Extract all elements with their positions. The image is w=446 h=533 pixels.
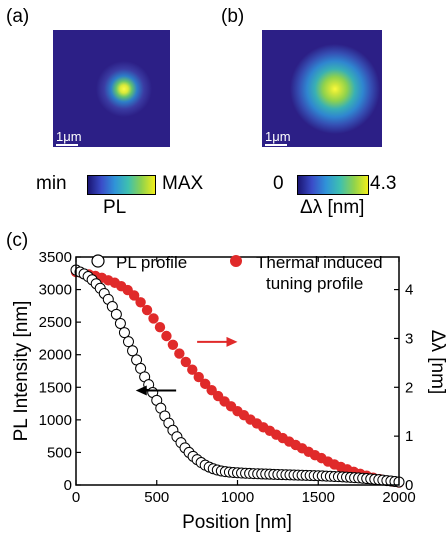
thermal-point	[200, 378, 211, 390]
panel-b-colorbar-max: 4.3	[370, 173, 397, 194]
y-tick-label: 500	[47, 444, 72, 461]
y2-tick-label: 2	[405, 379, 413, 396]
pl-point	[114, 317, 126, 329]
y2-tick-label: 0	[405, 477, 413, 494]
pl-point	[118, 327, 130, 339]
y-tick-label: 3000	[39, 282, 72, 299]
pl-map-image: 1μm	[53, 30, 170, 147]
pl-point	[110, 308, 122, 320]
panel-b-colorbar-min: 0	[273, 173, 284, 194]
panel-a-colorbar-title: PL	[103, 197, 127, 218]
panel-b-colorbar	[297, 175, 369, 195]
panel-b-label: (b)	[221, 6, 245, 27]
thermal-point	[128, 290, 140, 301]
thermal-point	[174, 348, 185, 359]
x-tick-label: 2000	[382, 489, 415, 506]
panel-b-colorbar-title: Δλ [nm]	[300, 197, 365, 218]
legend-marker-pl	[91, 254, 105, 268]
tuning-map-image: 1μm	[262, 30, 382, 147]
panel-b-scalebar	[265, 144, 287, 146]
thermal-point	[135, 297, 146, 308]
legend-label-thermal-line1: Thermal induced	[256, 253, 383, 272]
thermal-point	[187, 364, 198, 375]
panel-c-label: (c)	[6, 230, 29, 251]
x-tick-label: 500	[144, 489, 169, 506]
thermal-point	[154, 322, 166, 333]
panel-b-scalebar-label: 1μm	[265, 129, 291, 144]
thermal-point	[193, 371, 204, 383]
y-tick-label: 1500	[39, 379, 72, 396]
y-tick-label: 1000	[39, 412, 72, 429]
y2-tick-label: 4	[405, 282, 413, 299]
y-tick-label: 0	[64, 477, 72, 494]
panel-a-colorbar-min: min	[36, 173, 67, 194]
arrow-left-head	[135, 385, 147, 396]
legend-label-thermal-line2: tuning profile	[266, 274, 363, 293]
panel-a-scalebar-label: 1μm	[56, 129, 82, 144]
y2-tick-label: 1	[405, 428, 413, 445]
thermal-point	[161, 330, 172, 342]
pl-point	[122, 336, 134, 348]
y2-axis-label: Δλ [nm]	[427, 330, 446, 394]
x-axis-label: Position [nm]	[182, 512, 292, 533]
thermal-point	[167, 339, 179, 350]
x-tick-label: 1500	[302, 489, 335, 506]
legend-marker-thermal	[230, 255, 242, 267]
panel-a-scalebar	[56, 144, 78, 146]
panel-a-colorbar-max: MAX	[162, 173, 204, 194]
pl-point	[127, 345, 139, 357]
thermal-point	[141, 304, 153, 316]
y-tick-label: 2500	[39, 314, 72, 331]
y-tick-label: 2000	[39, 347, 72, 364]
panel-a-colorbar	[87, 175, 156, 195]
thermal-point	[148, 313, 159, 324]
arrow-right-head	[226, 336, 238, 347]
x-tick-label: 1000	[221, 489, 254, 506]
panel-a-label: (a)	[6, 6, 30, 27]
thermal-point	[180, 356, 192, 368]
y-axis-label: PL Intensity [nm]	[11, 301, 32, 442]
x-tick-label: 0	[72, 489, 80, 506]
y-tick-label: 3500	[39, 249, 72, 266]
y2-tick-label: 3	[405, 330, 413, 347]
legend-label-pl: PL profile	[116, 253, 187, 272]
